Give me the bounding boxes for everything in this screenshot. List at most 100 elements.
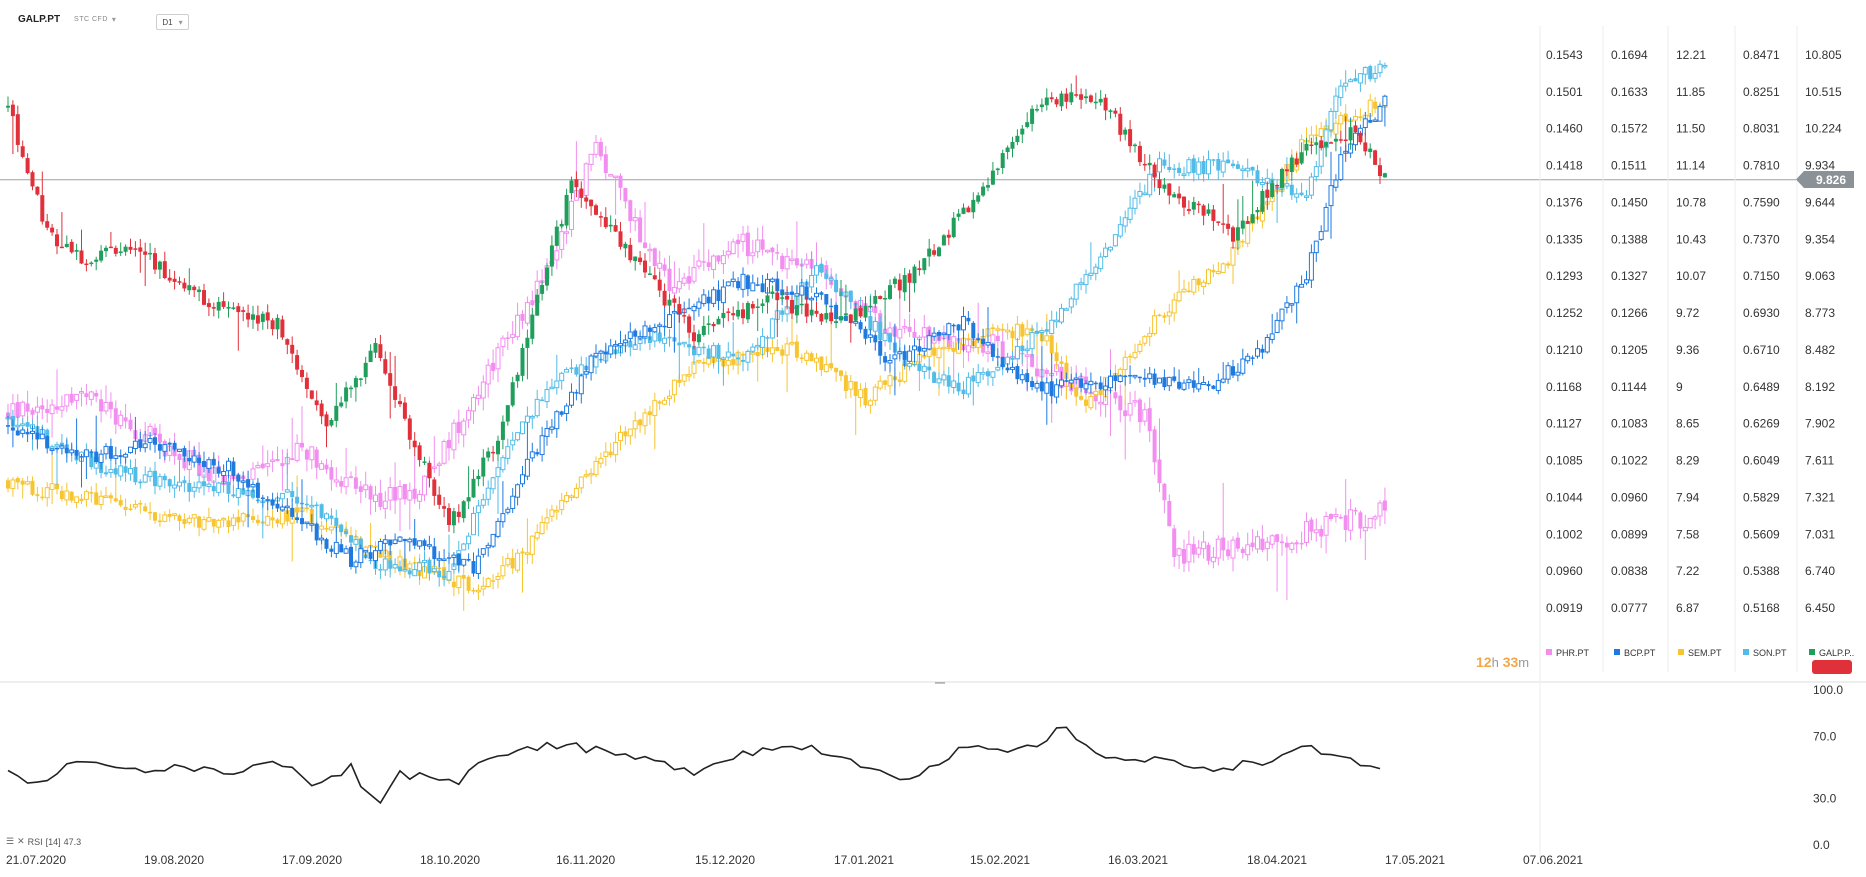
candle-body [882, 332, 888, 342]
candle-body [671, 286, 677, 294]
price-tick-label: 0.1511 [1611, 159, 1647, 173]
indicator-settings-icon[interactable]: ☰ [6, 836, 15, 846]
candle-body [1142, 377, 1147, 380]
candle-body [45, 221, 50, 228]
candle-body [711, 345, 717, 358]
candle-body [1035, 109, 1039, 111]
candle-body [138, 247, 143, 252]
close-icon[interactable]: ✕ [17, 836, 25, 846]
candle-body [25, 481, 31, 485]
candle-body [1216, 221, 1221, 223]
main-price-plot[interactable] [0, 60, 1796, 611]
candle-body [628, 200, 633, 222]
candle-body [867, 334, 873, 338]
candle-body [480, 585, 486, 590]
price-tick-label: 0.1266 [1611, 306, 1648, 320]
candle-body [1372, 119, 1378, 123]
candle-body [466, 497, 471, 502]
candle-body [1177, 167, 1182, 173]
candle-body [491, 451, 496, 454]
candle-body [20, 480, 25, 485]
candle-body [932, 250, 937, 255]
panel-divider[interactable] [0, 681, 1866, 684]
candle-body [711, 255, 717, 270]
candle-body [667, 395, 672, 400]
candle-body [84, 263, 89, 266]
candle-body [789, 341, 795, 345]
candle-body [123, 506, 128, 510]
candle-body [480, 499, 486, 506]
candle-body [951, 348, 956, 352]
candle-body [765, 249, 770, 253]
candle-body [794, 341, 799, 358]
candle-body [681, 374, 687, 382]
candle-body [868, 305, 873, 308]
candle-body [824, 294, 829, 305]
rsi-period: [14] [45, 836, 61, 847]
price-tick-label: 8.29 [1676, 454, 1700, 468]
candle-body [588, 355, 594, 374]
candle-body [1068, 379, 1074, 384]
candle-body [344, 531, 349, 535]
candle-body [1313, 240, 1319, 254]
legend-label: SEM.PT [1688, 648, 1722, 658]
candle-body [912, 363, 917, 366]
candle-body [6, 105, 10, 108]
price-tick-label: 0.0777 [1611, 601, 1648, 615]
candle-body [986, 371, 990, 377]
candle-body [1015, 135, 1020, 143]
candle-body [687, 307, 692, 310]
candle-body [1368, 148, 1373, 152]
candle-body [632, 217, 638, 222]
candle-body [153, 427, 157, 435]
candle-body [69, 393, 74, 403]
candle-body [466, 535, 472, 545]
candle-body [1279, 308, 1285, 322]
candle-body [1162, 315, 1167, 318]
candle-body [1230, 539, 1236, 559]
candle-body [15, 402, 20, 418]
candle-body [1059, 361, 1064, 365]
instrument-type[interactable]: STC CFD ▾ [74, 15, 116, 24]
price-scale-bcp-pt: 0.1694 0.1633 0.1572 0.1511 0.1450 0.1388 0.13… [1602, 26, 1648, 672]
candle-body [819, 263, 824, 273]
candle-body [358, 486, 363, 493]
candle-body [1353, 116, 1358, 121]
candle-body [304, 377, 309, 389]
candle-body [319, 525, 325, 530]
candle-body [211, 307, 216, 309]
candle-body [44, 487, 50, 499]
rsi-panel[interactable] [7, 726, 1381, 805]
candle-body [402, 538, 407, 542]
candle-body [45, 436, 50, 449]
candle-body [637, 336, 643, 339]
candle-body [1225, 365, 1231, 380]
candle-body [343, 548, 349, 554]
candle-body [1304, 521, 1309, 543]
candle-body [363, 549, 369, 553]
candle-body [1250, 166, 1255, 171]
candle-body [819, 313, 824, 322]
timeframe-select[interactable]: D1 ▾ [156, 14, 189, 30]
candle-body [226, 520, 231, 528]
candle-body [1206, 269, 1211, 284]
candle-body [255, 465, 261, 469]
candle-body [1328, 185, 1334, 207]
candle-body [853, 321, 859, 324]
candle-body [79, 498, 84, 502]
candle-body [829, 305, 834, 308]
candle-body [265, 312, 270, 321]
candle-body [422, 559, 427, 563]
candle-body [765, 337, 770, 339]
candle-body [966, 317, 971, 322]
symbol-title[interactable]: GALP.PT [18, 14, 61, 25]
chevron-down-icon[interactable]: ▾ [111, 15, 117, 24]
countdown-minutes: 33 [1502, 654, 1519, 670]
legend-swatch [1743, 649, 1749, 655]
candle-body [319, 504, 324, 518]
candle-body [883, 298, 888, 300]
candle-body [383, 359, 388, 374]
candle-body [819, 356, 824, 371]
candle-body [1010, 141, 1015, 149]
